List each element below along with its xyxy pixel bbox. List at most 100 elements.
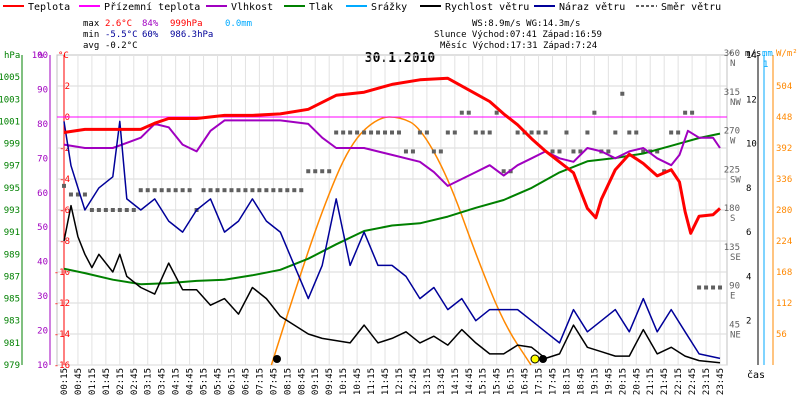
x-tick-label: 23:45 (716, 368, 726, 395)
info-sun-line: Slunce Východ:07:41 Západ:16:59 (434, 30, 602, 40)
smer-vetru-point (180, 188, 185, 193)
mm-axis-title: mm (762, 49, 773, 59)
smer-vetru-point (166, 188, 171, 193)
x-tick-label: 16:15 (507, 368, 517, 395)
smer-vetru-point (627, 130, 632, 135)
chart-title: 30.1.2010 (365, 51, 436, 66)
x-tick-label: 02:15 (116, 368, 126, 395)
smer-vetru-point (473, 130, 478, 135)
x-tick-label: 00:45 (74, 368, 84, 395)
temp-tick-label: 0 (65, 113, 70, 123)
stats-min-temp: -5.5°C (105, 30, 138, 40)
x-tick-label: 12:15 (395, 368, 405, 395)
hpa-tick-label: 995 (4, 184, 20, 194)
info-moon-line: Měsíc Východ:17:31 Západ:7:24 (440, 41, 597, 51)
legend-item-rychlost-vetru: Rychlost větru (420, 1, 529, 13)
smer-vetru-point (466, 110, 471, 115)
smer-vetru-point (620, 91, 625, 96)
dir-tick-deg: 270 (724, 127, 740, 137)
pct-tick-label: 20 (37, 327, 48, 337)
smer-vetru-point (278, 188, 283, 193)
pct-axis-title: % (38, 51, 44, 61)
ms-tick-label: 4 (746, 272, 751, 282)
grid (57, 55, 727, 366)
smer-vetru-point (613, 130, 618, 135)
legend-label-naraz-vetru: Náraz větru (559, 1, 625, 13)
pct-tick-label: 60 (37, 189, 48, 199)
smer-vetru-point (711, 285, 716, 290)
x-tick-label: 01:15 (88, 368, 98, 395)
legend-label-smer-vetru: Směr větru (661, 1, 721, 13)
smer-vetru-point (243, 188, 248, 193)
ms-tick-label: 8 (746, 184, 751, 194)
hpa-tick-label: 989 (4, 250, 20, 260)
x-tick-label: 03:45 (158, 368, 168, 395)
ms-tick-label: 10 (746, 140, 757, 150)
smer-vetru-point (222, 188, 227, 193)
teplota-line (63, 76, 722, 235)
wm2-tick-label: 448 (776, 113, 792, 123)
pct-tick-label: 30 (37, 292, 48, 302)
hpa-tick-label: 983 (4, 317, 20, 327)
smer-vetru-point (250, 188, 255, 193)
x-tick-label: 19:45 (604, 368, 614, 395)
legend-item-prizemni-teplota: Přízemní teplota (79, 1, 200, 13)
smer-vetru-point (718, 285, 723, 290)
smer-vetru-point (208, 188, 213, 193)
wm2-tick-label: 280 (776, 206, 792, 216)
smer-vetru-point (376, 130, 381, 135)
legend-item-smer-vetru: Směr větru (636, 1, 721, 13)
temp-tick-label: -10 (54, 268, 70, 278)
dir-tick-deg: 90 (729, 282, 740, 292)
temp-tick-label: -6 (59, 206, 70, 216)
smer-vetru-point (459, 110, 464, 115)
stats-avg-temp: -0.2°C (105, 41, 138, 51)
pct-tick-label: 90 (37, 85, 48, 95)
x-tick-label: 07:45 (269, 368, 279, 395)
smer-vetru-point (578, 149, 583, 154)
stats-max-temp: 2.6°C (105, 19, 132, 29)
wm2-tick-label: 112 (776, 299, 792, 309)
smer-vetru-point (61, 183, 66, 188)
x-tick-label: 23:15 (702, 368, 712, 395)
pct-tick-label: 40 (37, 258, 48, 268)
x-tick-label: 22:15 (674, 368, 684, 395)
dir-tick-deg: 45 (729, 320, 740, 330)
x-tick-label: 14:15 (451, 368, 461, 395)
dir-tick-deg: 360 (724, 49, 740, 59)
x-tick-label: 20:15 (618, 368, 628, 395)
smer-vetru-point (550, 149, 555, 154)
legend-label-rychlost-vetru: Rychlost větru (445, 1, 529, 13)
smer-vetru-point (355, 130, 360, 135)
sunrise-marker-icon (273, 355, 281, 363)
temp-tick-label: -14 (54, 330, 70, 340)
pct-tick-label: 50 (37, 223, 48, 233)
temp-tick-label: 2 (65, 82, 70, 92)
x-tick-label: 21:45 (660, 368, 670, 395)
smer-vetru-point (641, 149, 646, 154)
wm2-tick-label: 56 (776, 330, 787, 340)
smer-vetru-point (480, 130, 485, 135)
stats-max-rain: 0.0mm (225, 19, 252, 29)
x-tick-label: 08:15 (283, 368, 293, 395)
hpa-tick-label: 991 (4, 228, 20, 238)
smer-vetru-point (96, 208, 101, 212)
smer-vetru-point (89, 208, 94, 212)
hpa-axis-title: hPa (4, 51, 20, 61)
dir-tick-deg: 225 (724, 165, 740, 175)
smer-vetru-point (362, 130, 367, 135)
smer-vetru-point (697, 285, 702, 290)
series-layer (57, 76, 727, 366)
stats-max-press: 999hPa (170, 19, 203, 29)
smer-vetru-point (396, 130, 401, 135)
smer-vetru-point (236, 188, 241, 193)
x-tick-label: 00:15 (60, 368, 70, 395)
stats-min-hum: 60% (142, 30, 159, 40)
smer-vetru-point (669, 130, 674, 135)
smer-vetru-point (683, 110, 688, 115)
x-tick-label: 02:45 (130, 368, 140, 395)
x-tick-label: 10:15 (339, 368, 349, 395)
dir-tick-compass: E (730, 292, 735, 302)
smer-vetru-point (117, 208, 122, 212)
x-tick-label: 22:45 (688, 368, 698, 395)
